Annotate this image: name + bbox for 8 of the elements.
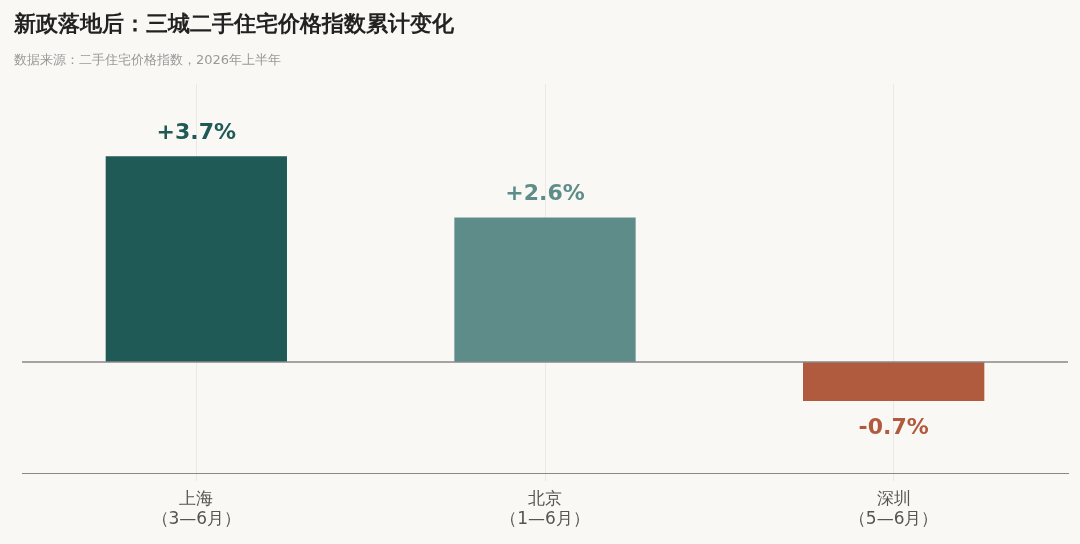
data-label: +2.6% xyxy=(505,180,585,206)
x-tick-label: 上海（3—6月） xyxy=(151,487,242,529)
x-tick-label: 深圳（5—6月） xyxy=(848,487,939,529)
x-tick-label: 北京（1—6月） xyxy=(500,487,590,529)
data-label: +3.7% xyxy=(156,119,237,144)
data-label: -0.7% xyxy=(858,413,929,439)
chart-title: 新政落地后：三城二手住宅价格指数累计变化 xyxy=(13,10,455,36)
chart-subtitle: 数据来源：二手住宅价格指数，2026年上半年 xyxy=(14,51,282,67)
